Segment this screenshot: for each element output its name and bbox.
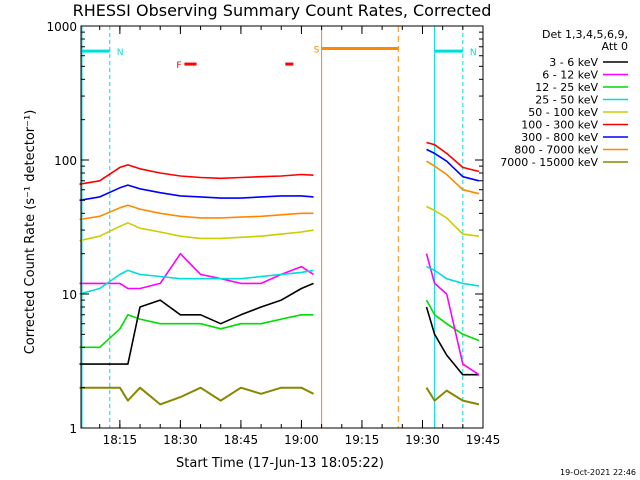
legend-header: Att 0 (602, 40, 628, 53)
y-tick-label: 1 (69, 422, 77, 436)
x-tick-label: 18:30 (163, 433, 198, 447)
series-line (79, 265, 480, 295)
y-tick-label: 100 (54, 154, 77, 168)
y-tick-label: 10 (62, 288, 77, 302)
x-tick-label: 19:15 (345, 433, 380, 447)
flag-label: S (314, 45, 320, 55)
ticks-layer: 18:15 18:30 18:45 19:00 19:15 19:30 19:45 1 10 10… (46, 20, 500, 447)
y-tick-label: 1000 (46, 20, 77, 34)
chart-title: RHESSI Observing Summary Count Rates, Co… (73, 1, 492, 20)
legend-label: 100 - 300 keV (521, 119, 598, 132)
series-line (79, 205, 480, 242)
legend-label: 800 - 7000 keV (514, 144, 598, 157)
series-line (79, 299, 480, 349)
series-line (79, 282, 479, 376)
series-line (79, 148, 480, 202)
x-tick-label: 19:00 (284, 433, 319, 447)
series-line (79, 252, 480, 376)
legend-header: Det 1,3,4,5,6,9, (542, 28, 628, 41)
legend-label: 7000 - 15000 keV (500, 156, 598, 169)
legend-label: 25 - 50 keV (535, 94, 598, 107)
y-axis-label: Corrected Count Rate (s⁻¹ detector⁻¹) (23, 110, 38, 355)
series-layer (79, 141, 480, 406)
legend-label: 12 - 25 keV (535, 81, 598, 94)
x-tick-label: 18:45 (224, 433, 259, 447)
annotation-layer: N N F S (81, 26, 477, 428)
x-tick-label: 19:30 (405, 433, 440, 447)
series-line (79, 141, 480, 185)
legend-label: 3 - 6 keV (549, 56, 598, 69)
x-tick-label: 19:45 (466, 433, 501, 447)
series-line (79, 386, 480, 406)
flag-label: F (176, 61, 181, 71)
series-line (79, 160, 480, 221)
legend-label: 300 - 800 keV (521, 131, 598, 144)
legend-label: 50 - 100 keV (528, 106, 598, 119)
flag-label: N (117, 48, 124, 58)
plot-frame (80, 25, 484, 429)
x-tick-label: 18:15 (103, 433, 138, 447)
flag-label: N (470, 48, 477, 58)
legend-label: 6 - 12 keV (542, 69, 598, 82)
x-axis-label: Start Time (17-Jun-13 18:05:22) (176, 456, 384, 471)
footer-date: 19-Oct-2021 22:46 (560, 468, 636, 477)
